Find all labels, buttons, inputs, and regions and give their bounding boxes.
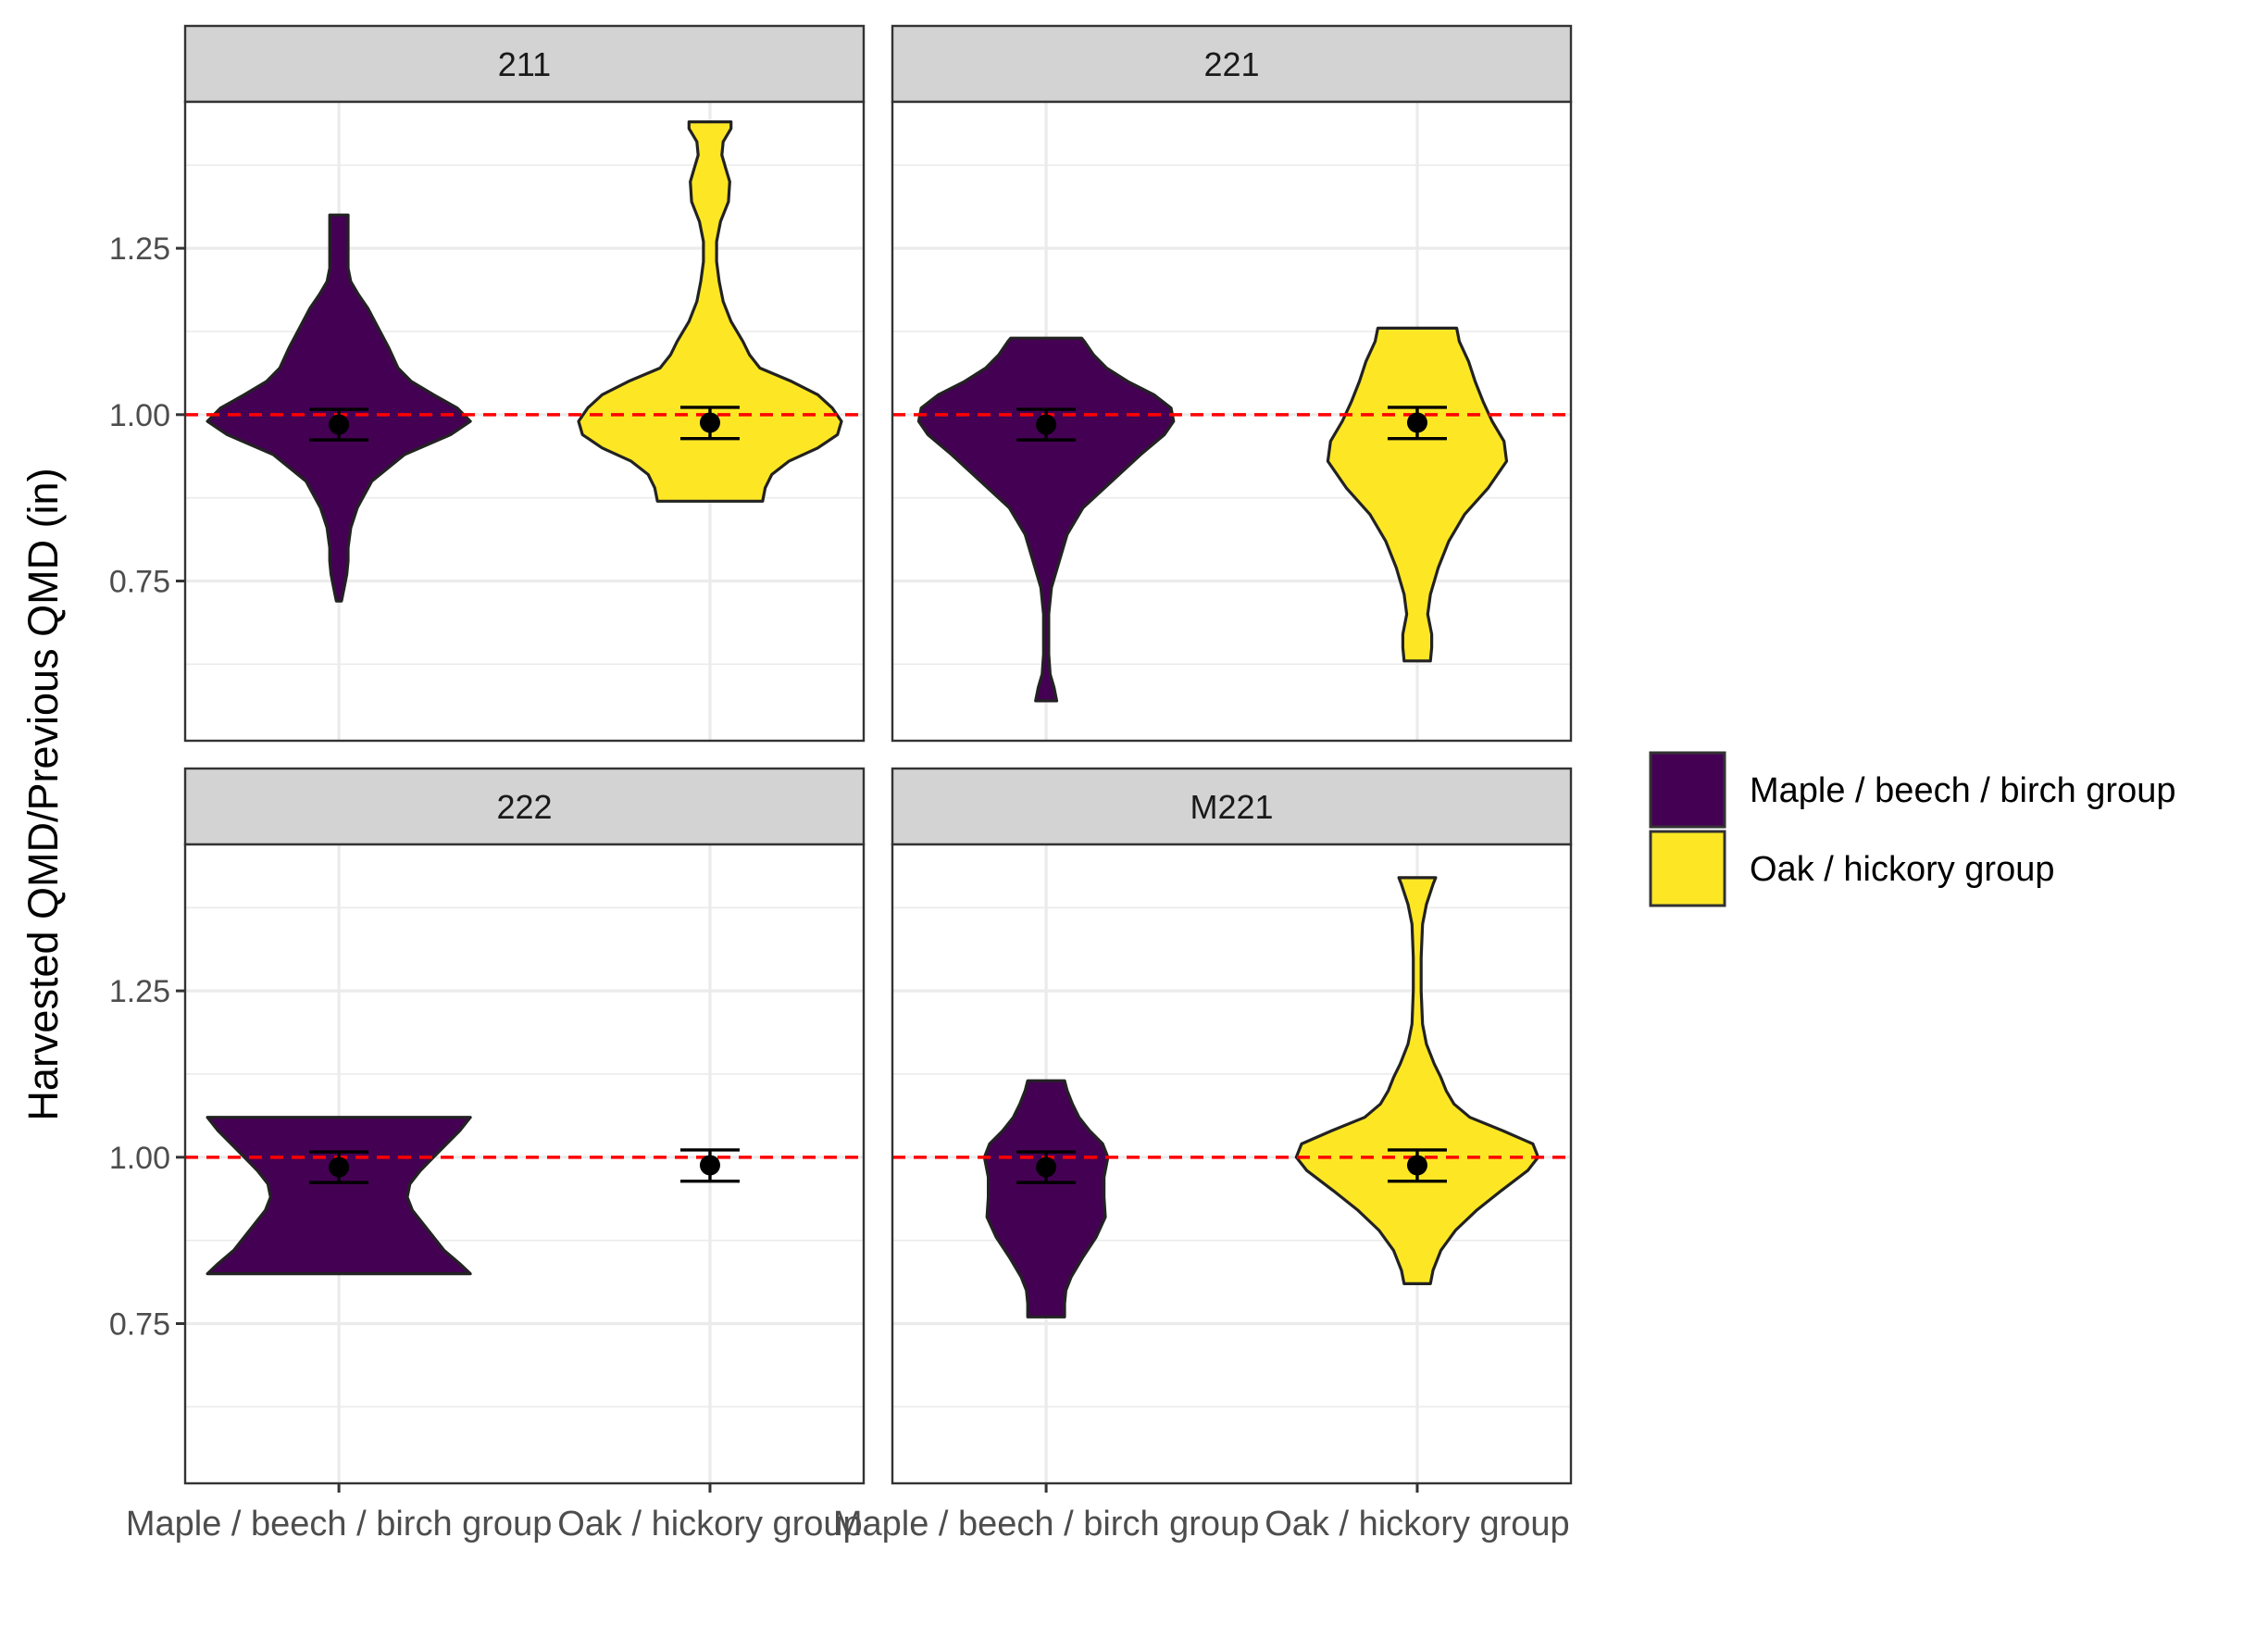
mean-point (699, 1155, 720, 1176)
violin-oak (1326, 326, 1509, 663)
panel-border (183, 100, 866, 743)
violin-maple (916, 336, 1176, 703)
panel-border (891, 843, 1573, 1485)
y-tick-label: 0.75 (109, 1307, 170, 1343)
x-tick-label: Oak / hickory group (1265, 1505, 1569, 1544)
mean-point (699, 412, 720, 433)
panel-221: 221 (891, 24, 1573, 743)
panel-211: 211 0.75 1.00 1.25 (109, 24, 866, 743)
panel-border (183, 843, 866, 1485)
legend-key (1649, 830, 1726, 907)
y-tick-label: 1.00 (109, 398, 170, 433)
mean-point (1036, 414, 1057, 435)
legend-label: Maple / beech / birch group (1750, 771, 2176, 810)
mean-point (1406, 1155, 1427, 1176)
facet-strip (183, 767, 866, 846)
violin-oak (577, 120, 843, 503)
facet-title: 221 (1203, 45, 1259, 83)
panel-M221: M221 Maple / beech / birch group Oak / hic… (833, 767, 1573, 1544)
legend: Maple / beech / birch group Oak / hickory… (1649, 751, 2176, 907)
y-tick-label: 1.25 (109, 974, 170, 1009)
panel-222: 222 0.75 1.00 1.25 Maple / beech / birch gro… (109, 767, 866, 1544)
mean-point (329, 414, 350, 435)
y-tick-label: 1.25 (109, 231, 170, 267)
panel-border (891, 100, 1573, 743)
y-axis-title: Harvested QMD/Previous QMD (in) (19, 468, 67, 1120)
facet-strip (891, 24, 1573, 104)
x-tick-label: Maple / beech / birch group (833, 1505, 1260, 1544)
mean-point (1406, 412, 1427, 433)
legend-label: Oak / hickory group (1750, 850, 2054, 889)
violin-oak (1294, 876, 1540, 1285)
facet-title: 222 (496, 788, 552, 826)
legend-key (1649, 751, 1726, 829)
y-tick-label: 0.75 (109, 565, 170, 600)
facet-title: 211 (498, 45, 551, 83)
facet-strip (891, 767, 1573, 846)
x-tick-label: Maple / beech / birch group (126, 1505, 553, 1544)
mean-point (1036, 1156, 1057, 1178)
y-tick-label: 1.00 (109, 1141, 170, 1176)
facet-title: M221 (1190, 788, 1273, 826)
x-tick-label: Oak / hickory group (557, 1505, 862, 1544)
mean-point (329, 1156, 350, 1178)
violin-maple (982, 1079, 1110, 1319)
facet-strip (183, 24, 866, 104)
